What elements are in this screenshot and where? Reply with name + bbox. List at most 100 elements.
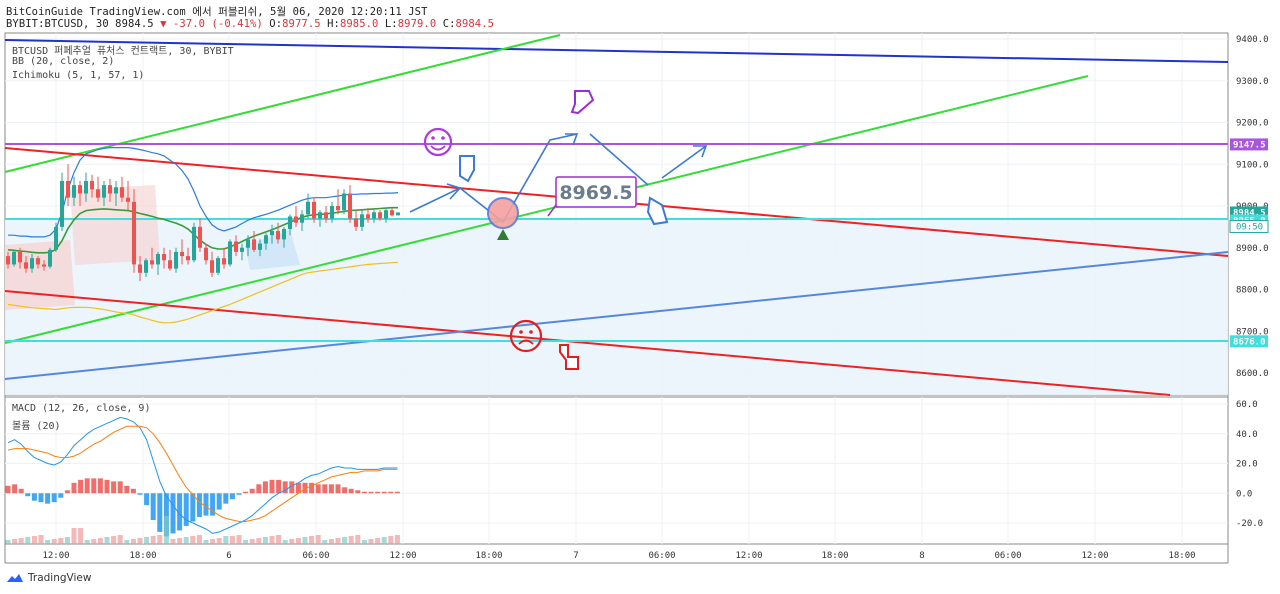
volume-bar <box>229 536 235 544</box>
candle-body <box>312 201 316 219</box>
time-tick-label: 7 <box>573 551 578 561</box>
candle-body <box>228 241 232 265</box>
volume-bar <box>150 536 156 544</box>
macd-histogram-bar <box>203 493 209 516</box>
macd-histogram-bar <box>210 493 216 516</box>
price-tag-label: 9147.5 <box>1233 140 1266 150</box>
price-tick-label: 8900.0 <box>1236 244 1269 254</box>
volume-bar <box>295 538 301 544</box>
volume-bar <box>381 537 387 544</box>
macd-histogram-bar <box>91 478 97 494</box>
time-axis[interactable]: 12:00 18:00 6 06:00 12:00 18:00 7 06:00 12:00 18:… <box>42 551 1195 561</box>
macd-histogram-bar <box>282 481 288 494</box>
candle-body <box>264 235 268 244</box>
volume-bar <box>25 537 31 544</box>
tradingview-brand[interactable]: TradingView <box>6 572 91 584</box>
pointing-hand-icon <box>646 196 669 226</box>
price-callout-label: 8969.5 <box>559 182 632 204</box>
candle-body <box>108 185 112 194</box>
macd-histogram-bar <box>361 491 367 494</box>
legend-title[interactable]: BTCUSD 퍼페추얼 퓨처스 컨트랙트, 30, BYBIT <box>12 46 234 57</box>
volume-bar <box>157 535 163 544</box>
macd-histogram-bar <box>183 493 189 526</box>
candle-body <box>366 214 370 219</box>
volume-bar <box>282 540 288 544</box>
macd-histogram-bar <box>348 488 354 494</box>
time-tick-label: 18:00 <box>129 551 156 561</box>
volume-bar <box>97 538 103 544</box>
smiley-mouth <box>430 145 446 151</box>
price-tag <box>1230 138 1268 151</box>
volume-bar <box>269 536 275 544</box>
candle-body <box>360 214 364 227</box>
macd-histogram-bar <box>5 485 11 494</box>
pointing-hand-icon <box>459 155 475 183</box>
candle-body <box>24 262 28 269</box>
candle-body <box>330 206 334 219</box>
macd-histogram-bar <box>342 487 348 494</box>
macd-histogram-bar <box>137 493 143 495</box>
legend-ichimoku[interactable]: Ichimoku (5, 1, 57, 1) <box>12 70 145 81</box>
candle-body <box>294 216 298 223</box>
candle-body <box>240 247 244 252</box>
candle-body <box>234 241 238 252</box>
volume-bar <box>375 538 381 544</box>
arrow-head <box>693 145 708 158</box>
volume-bar <box>137 538 143 544</box>
macd-histogram-bar <box>315 484 321 494</box>
legend-macd[interactable]: MACD (12, 26, close, 9) <box>12 403 151 414</box>
candle-body <box>102 185 106 198</box>
legend-volume[interactable]: 볼륨 (20) <box>12 421 61 432</box>
volume-bar <box>124 540 130 544</box>
smiley-eye <box>441 136 445 140</box>
volume-bar <box>18 538 24 544</box>
volume-bar <box>322 540 328 544</box>
macd-tick-label: 20.0 <box>1236 460 1258 470</box>
time-tick-label: 06:00 <box>648 551 675 561</box>
volume-bar <box>91 539 97 544</box>
candle-body <box>6 256 10 265</box>
candle-body <box>252 239 256 250</box>
candle-body <box>300 214 304 223</box>
price-tag-label: 8676.0 <box>1233 337 1266 347</box>
price-axis[interactable]: 9400.09300.09200.09100.09000.08900.08800… <box>1236 35 1269 529</box>
countdown-tag <box>1229 219 1269 233</box>
macd-histogram-bar <box>262 481 268 494</box>
macd-histogram-bar <box>97 478 103 494</box>
volume-bar <box>388 536 394 544</box>
candle-body <box>132 201 136 265</box>
macd-histogram-bar <box>322 484 328 494</box>
pointing-hand-icon <box>570 90 595 115</box>
symbol-line: BYBIT:BTCUSD, 30 8984.5 ▼ -37.0 (-0.41%)… <box>6 18 494 30</box>
candle-body <box>168 260 172 269</box>
candle-body <box>60 180 64 227</box>
legend-bb[interactable]: BB (20, close, 2) <box>12 56 115 67</box>
volume-bar <box>236 535 242 544</box>
volume-bar <box>163 516 169 544</box>
candle-body <box>66 180 70 198</box>
volume-bar <box>368 539 374 544</box>
macd-panel[interactable] <box>4 396 1229 545</box>
candle-body <box>174 251 178 269</box>
target-circle <box>487 197 519 229</box>
volume-bar <box>45 540 51 544</box>
volume-bar <box>262 537 268 544</box>
candle-body <box>342 193 346 211</box>
macd-histogram-bar <box>243 491 249 494</box>
macd-histogram-bar <box>71 482 77 494</box>
macd-histogram-bar <box>170 493 176 534</box>
macd-histogram-bar <box>295 482 301 494</box>
macd-histogram-bar <box>375 491 381 494</box>
volume-bar <box>190 536 196 544</box>
volume-bar <box>210 539 216 544</box>
volume-bar <box>342 537 348 544</box>
volume-bar <box>355 535 361 544</box>
macd-histogram-bar <box>117 481 123 494</box>
volume-bar <box>183 537 189 544</box>
volume-bar <box>104 537 110 544</box>
macd-histogram-bar <box>276 479 282 494</box>
candle-body <box>390 210 394 216</box>
macd-histogram-bar <box>64 490 70 494</box>
macd-histogram-bar <box>124 485 130 494</box>
